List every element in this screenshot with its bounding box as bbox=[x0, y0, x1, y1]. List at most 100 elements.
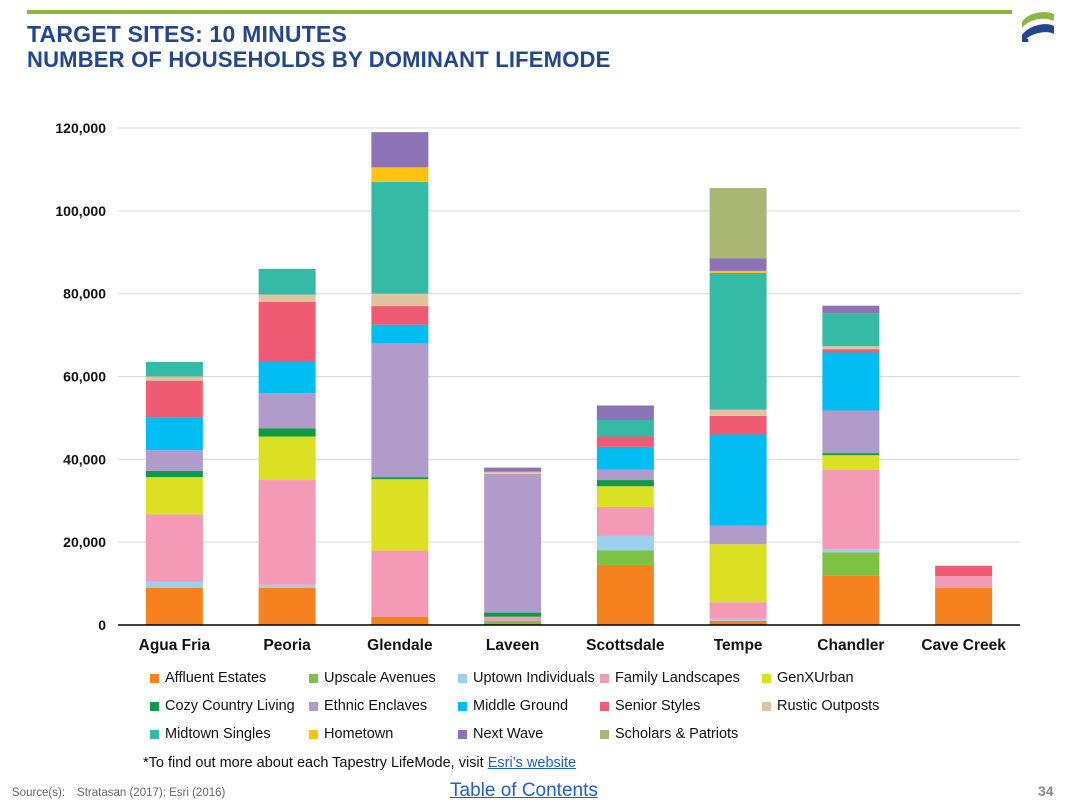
bar-segment bbox=[258, 268, 316, 295]
bar-segment bbox=[596, 405, 654, 420]
bar-segment bbox=[596, 469, 654, 481]
bar-segment bbox=[145, 380, 203, 418]
bar-segment bbox=[484, 467, 542, 472]
bar-segment bbox=[709, 618, 767, 621]
bar-segment bbox=[596, 506, 654, 536]
bar-segment bbox=[371, 306, 429, 325]
bar-segment bbox=[822, 469, 880, 550]
legend-swatch bbox=[762, 673, 771, 683]
bar-segment bbox=[935, 587, 993, 625]
bar-segment bbox=[484, 620, 542, 625]
bar-segment bbox=[371, 167, 429, 182]
bar-segment bbox=[709, 258, 767, 271]
bar-segment bbox=[145, 450, 203, 471]
bar-segment bbox=[709, 272, 767, 410]
legend-label: Scholars & Patriots bbox=[615, 726, 739, 742]
legend-label: Upscale Avenues bbox=[324, 670, 436, 686]
bar-segment bbox=[258, 362, 316, 394]
bar-segment bbox=[484, 473, 542, 613]
footnote: *To find out more about each Tapestry Li… bbox=[143, 755, 576, 771]
x-tick-label: Laveen bbox=[486, 637, 539, 654]
x-tick-label: Glendale bbox=[367, 637, 433, 654]
legend-label: Uptown Individuals bbox=[473, 670, 595, 686]
bar-segment bbox=[709, 415, 767, 435]
legend-label: Cozy Country Living bbox=[165, 698, 295, 714]
bar-segment bbox=[822, 313, 880, 347]
legend-swatch bbox=[458, 701, 467, 711]
legend-label: Family Landscapes bbox=[615, 670, 740, 686]
bar-segment bbox=[371, 181, 429, 294]
bar-segment bbox=[596, 446, 654, 470]
legend-swatch bbox=[309, 729, 318, 739]
legend-label: Middle Ground bbox=[473, 698, 569, 714]
legend-swatch bbox=[458, 673, 467, 683]
bar-segment bbox=[596, 436, 654, 447]
bar-segment bbox=[371, 324, 429, 344]
legend-item: Cozy Country Living bbox=[150, 696, 295, 716]
table-of-contents-link[interactable]: Table of Contents bbox=[450, 780, 598, 801]
bar-segment bbox=[145, 362, 203, 377]
bar-segment bbox=[371, 132, 429, 168]
title-line-2: NUMBER OF HOUSEHOLDS BY DOMINANT LIFEMOD… bbox=[27, 47, 611, 72]
x-tick-label: Cave Creek bbox=[921, 637, 1006, 654]
esri-website-link[interactable]: Esri’s website bbox=[487, 755, 577, 771]
legend-label: Hometown bbox=[324, 726, 394, 742]
bar-segment bbox=[258, 587, 316, 625]
legend-item: Hometown bbox=[309, 724, 393, 744]
bar-segment bbox=[596, 419, 654, 437]
y-tick-label: 80,000 bbox=[63, 286, 106, 302]
bar-segment bbox=[371, 550, 429, 617]
y-tick-label: 40,000 bbox=[63, 451, 106, 467]
top-accent-bar bbox=[27, 10, 1012, 14]
legend-item: Senior Styles bbox=[600, 696, 700, 716]
bar-segment bbox=[145, 470, 203, 478]
y-tick-label: 120,000 bbox=[55, 120, 106, 136]
legend-label: Rustic Outposts bbox=[777, 698, 880, 714]
legend-item: Scholars & Patriots bbox=[600, 724, 738, 744]
bar-segment bbox=[258, 301, 316, 363]
bar-segment bbox=[822, 575, 880, 625]
bar-segment bbox=[145, 587, 203, 625]
legend-label: Midtown Singles bbox=[165, 726, 271, 742]
bar-segment bbox=[145, 514, 203, 582]
bar-segment bbox=[596, 480, 654, 487]
title-line-1: TARGET SITES: 10 MINUTES bbox=[27, 21, 348, 47]
legend-label: Senior Styles bbox=[615, 698, 701, 714]
bar-segment bbox=[596, 486, 654, 507]
bar-segment bbox=[709, 620, 767, 625]
x-tick-label: Peoria bbox=[263, 637, 311, 654]
source-value: Stratasan (2017); Esri (2016) bbox=[77, 787, 226, 799]
page-number: 34 bbox=[1038, 783, 1054, 799]
y-tick-label: 100,000 bbox=[55, 203, 106, 219]
legend-label: Ethnic Enclaves bbox=[324, 698, 428, 714]
legend-swatch bbox=[309, 673, 318, 683]
bar-segment bbox=[371, 343, 429, 478]
bar-segment bbox=[709, 409, 767, 416]
bar-segment bbox=[822, 346, 880, 350]
x-tick-label: Scottsdale bbox=[586, 637, 665, 654]
bar-segment bbox=[258, 584, 316, 588]
bar-segment bbox=[709, 525, 767, 545]
legend-swatch bbox=[150, 673, 159, 683]
legend-item: Rustic Outposts bbox=[762, 696, 879, 716]
legend-item: Ethnic Enclaves bbox=[309, 696, 427, 716]
bar-segment bbox=[596, 535, 654, 551]
legend-swatch bbox=[600, 701, 609, 711]
bar-segment bbox=[822, 352, 880, 411]
bar-segment bbox=[822, 552, 880, 576]
company-logo-icon bbox=[1022, 12, 1054, 42]
slide-title: TARGET SITES: 10 MINUTES NUMBER OF HOUSE… bbox=[27, 21, 611, 73]
bar-segment bbox=[145, 581, 203, 588]
bar-segment bbox=[709, 544, 767, 603]
bar-segment bbox=[371, 616, 429, 625]
bar-segment bbox=[371, 479, 429, 551]
bar-segment bbox=[822, 410, 880, 454]
bar-segment bbox=[822, 455, 880, 470]
bar-segment bbox=[935, 565, 993, 577]
bar-segment bbox=[484, 612, 542, 617]
bar-segment bbox=[258, 294, 316, 302]
bar-segment bbox=[709, 270, 767, 273]
y-tick-label: 20,000 bbox=[63, 534, 106, 550]
bar-segment bbox=[258, 393, 316, 429]
legend-item: Upscale Avenues bbox=[309, 668, 436, 688]
